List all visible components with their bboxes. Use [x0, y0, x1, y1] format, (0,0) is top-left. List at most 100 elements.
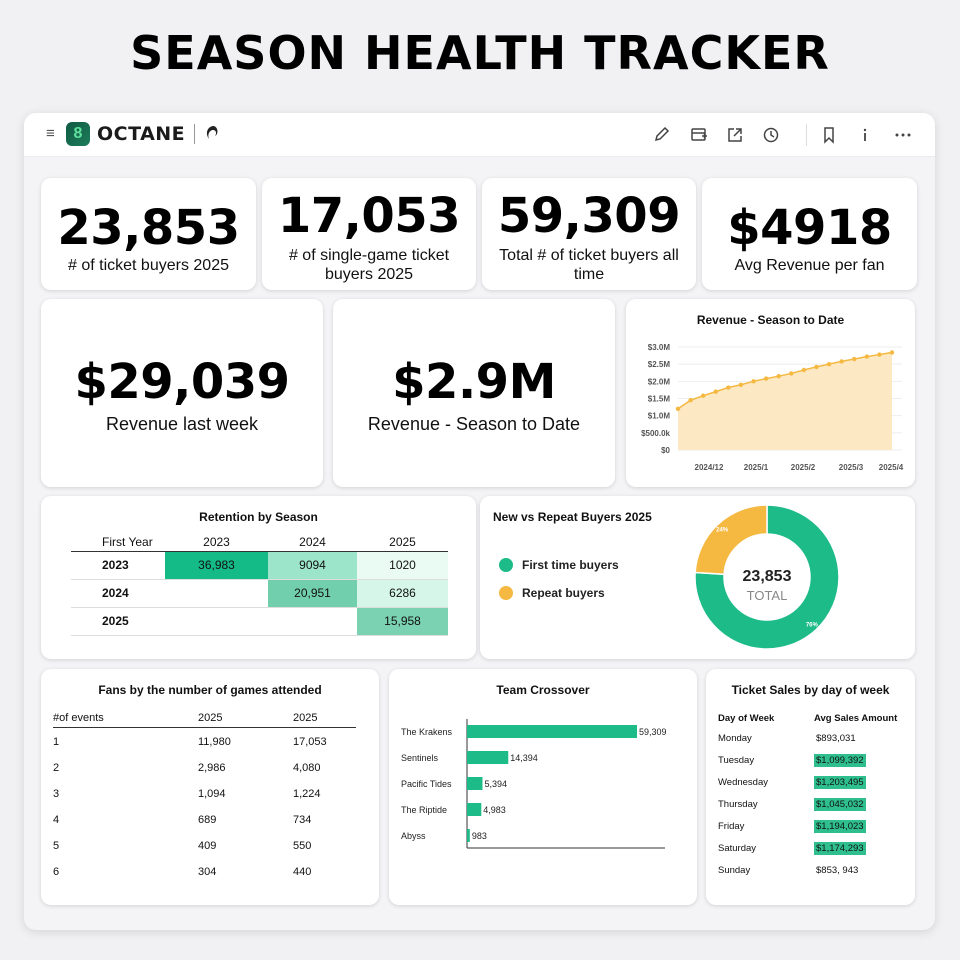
- day-amount: $1,194,023: [814, 819, 866, 833]
- fans-cell: 1,224: [293, 788, 321, 800]
- table-row: 2024 20,951 6286: [71, 579, 448, 608]
- fans-cell: 4,080: [293, 762, 321, 774]
- kpi-card-revenue-season[interactable]: $2.9M Revenue - Season to Date: [333, 299, 615, 487]
- slice-first-time: [694, 504, 840, 650]
- retention-cell: [165, 579, 268, 608]
- table-row: 3 1,094 1,224: [53, 779, 356, 805]
- fans-by-games-card[interactable]: Fans by the number of games attended #of…: [41, 669, 379, 905]
- kpi-value: $4918: [727, 200, 892, 256]
- bar-value-label: 4,983: [483, 805, 506, 815]
- kpi-value: $2.9M: [392, 354, 556, 410]
- day-amount: $893,031: [816, 732, 856, 744]
- retention-cell: 6286: [357, 579, 448, 608]
- kpi-card-single-game[interactable]: 17,053 # of single-game ticket buyers 20…: [262, 178, 476, 290]
- info-icon[interactable]: [856, 126, 874, 144]
- kpi-label: Avg Revenue per fan: [734, 257, 885, 274]
- fans-header: 2025: [293, 709, 356, 728]
- fans-cell: 440: [293, 866, 312, 878]
- calendar-add-icon[interactable]: [690, 126, 708, 144]
- fans-cell: 2,986: [198, 762, 226, 774]
- day-sales-table: Day of Week Avg Sales Amount Monday $893,…: [718, 709, 904, 881]
- fans-cell: 1,094: [198, 788, 226, 800]
- kpi-value: 17,053: [277, 188, 461, 244]
- toolbar-divider: [806, 124, 807, 146]
- day-amount-cell: $1,099,392: [814, 749, 904, 771]
- category-label: Abyss: [401, 831, 426, 841]
- fans-header: #of events: [53, 709, 198, 728]
- top-bar: ≡ 8 OCTANE: [24, 113, 935, 157]
- fans-table: #of events 2025 2025 1 11,980 17,053 2 2,986…: [53, 709, 356, 883]
- x-tick-label: 2025/3: [839, 463, 864, 472]
- app-logo-badge: 8: [66, 122, 90, 146]
- retention-cell: 36,983: [165, 551, 268, 580]
- kpi-label: Total # of ticket buyers all time: [499, 247, 679, 283]
- day-amount-cell: $1,045,032: [814, 793, 904, 815]
- category-label: Sentinels: [401, 753, 439, 763]
- bar-value-label: 14,394: [510, 753, 538, 763]
- table-row: Sunday $853, 943: [718, 859, 904, 881]
- new-vs-repeat-title: New vs Repeat Buyers 2025: [493, 510, 652, 524]
- bar-value-label: 59,309: [639, 727, 667, 737]
- kpi-card-buyers-2025[interactable]: 23,853 # of ticket buyers 2025: [41, 178, 256, 290]
- new-vs-repeat-card[interactable]: New vs Repeat Buyers 2025 First time buy…: [480, 496, 915, 659]
- category-label: The Riptide: [401, 805, 447, 815]
- fans-cell: 11,980: [198, 736, 231, 749]
- day-amount-cell: $1,174,293: [814, 837, 904, 859]
- data-point: [789, 371, 794, 376]
- dashboard-window: ≡ 8 OCTANE: [24, 113, 935, 930]
- day-name: Thursday: [718, 798, 758, 810]
- kpi-card-all-time[interactable]: 59,309 Total # of ticket buyers all time: [482, 178, 696, 290]
- table-row: Thursday $1,045,032: [718, 793, 904, 815]
- donut-center-label: TOTAL: [746, 588, 788, 603]
- kpi-card-revenue-last-week[interactable]: $29,039 Revenue last week: [41, 299, 323, 487]
- day-sales-card[interactable]: Ticket Sales by day of week Day of Week …: [706, 669, 915, 905]
- bookmark-icon[interactable]: [820, 126, 838, 144]
- data-point: [839, 359, 844, 364]
- fans-cell: 4: [53, 814, 60, 826]
- kpi-value: 59,309: [497, 188, 681, 244]
- y-tick-label: $1.0M: [648, 412, 671, 421]
- donut-chart: 76% 24%: [694, 504, 840, 650]
- clock-icon[interactable]: [762, 126, 780, 144]
- brand-swirl-icon: [206, 126, 218, 139]
- y-tick-label: $3.0M: [648, 343, 671, 352]
- kpi-card-avg-revenue[interactable]: $4918 Avg Revenue per fan: [702, 178, 917, 290]
- fans-cell: 5: [53, 840, 60, 852]
- table-row: 2025 15,958: [71, 607, 448, 636]
- data-point: [801, 367, 807, 373]
- data-point: [700, 393, 706, 398]
- menu-icon[interactable]: ≡: [46, 125, 55, 142]
- day-amount: $853, 943: [816, 864, 859, 876]
- retention-title: Retention by Season: [199, 510, 318, 524]
- table-row: 2 2,986 4,080: [53, 753, 356, 779]
- day-amount: $1,174,293: [814, 841, 866, 855]
- y-tick-label: $2.5M: [648, 360, 671, 369]
- retention-cell: 20,951: [268, 579, 357, 608]
- table-row: Monday $893,031: [718, 727, 904, 749]
- day-amount: $1,099,392: [814, 753, 866, 767]
- revenue-chart-card[interactable]: Revenue - Season to Date $0 $500.0k $1.0M $…: [626, 299, 915, 487]
- edit-icon[interactable]: [653, 126, 671, 144]
- fans-cell: 550: [293, 840, 312, 852]
- day-header: Day of Week: [718, 712, 775, 724]
- kpi-value: 23,853: [57, 200, 240, 256]
- more-icon[interactable]: [894, 126, 912, 144]
- y-tick-label: $0: [661, 446, 670, 455]
- day-sales-title: Ticket Sales by day of week: [731, 683, 890, 697]
- day-amount-cell: $853, 943: [814, 859, 904, 881]
- data-point: [826, 361, 832, 367]
- legend-swatch-repeat: [499, 586, 513, 600]
- share-icon[interactable]: [726, 126, 744, 144]
- fans-cell: 304: [198, 866, 217, 878]
- row-year: 2024: [71, 579, 165, 608]
- data-point: [726, 385, 731, 390]
- x-tick-label: 2024/12: [695, 463, 724, 472]
- fans-cell: 689: [198, 814, 217, 826]
- retention-card[interactable]: Retention by Season First Year 2023 2024…: [41, 496, 476, 659]
- kpi-label: Revenue - Season to Date: [367, 414, 581, 434]
- team-crossover-card[interactable]: Team Crossover The Krakens 59,309 Sentinel…: [389, 669, 697, 905]
- day-amount-cell: $1,194,023: [814, 815, 904, 837]
- table-row: Wednesday $1,203,495: [718, 771, 904, 793]
- data-point: [751, 379, 756, 384]
- legend-swatch-first-time: [499, 558, 513, 572]
